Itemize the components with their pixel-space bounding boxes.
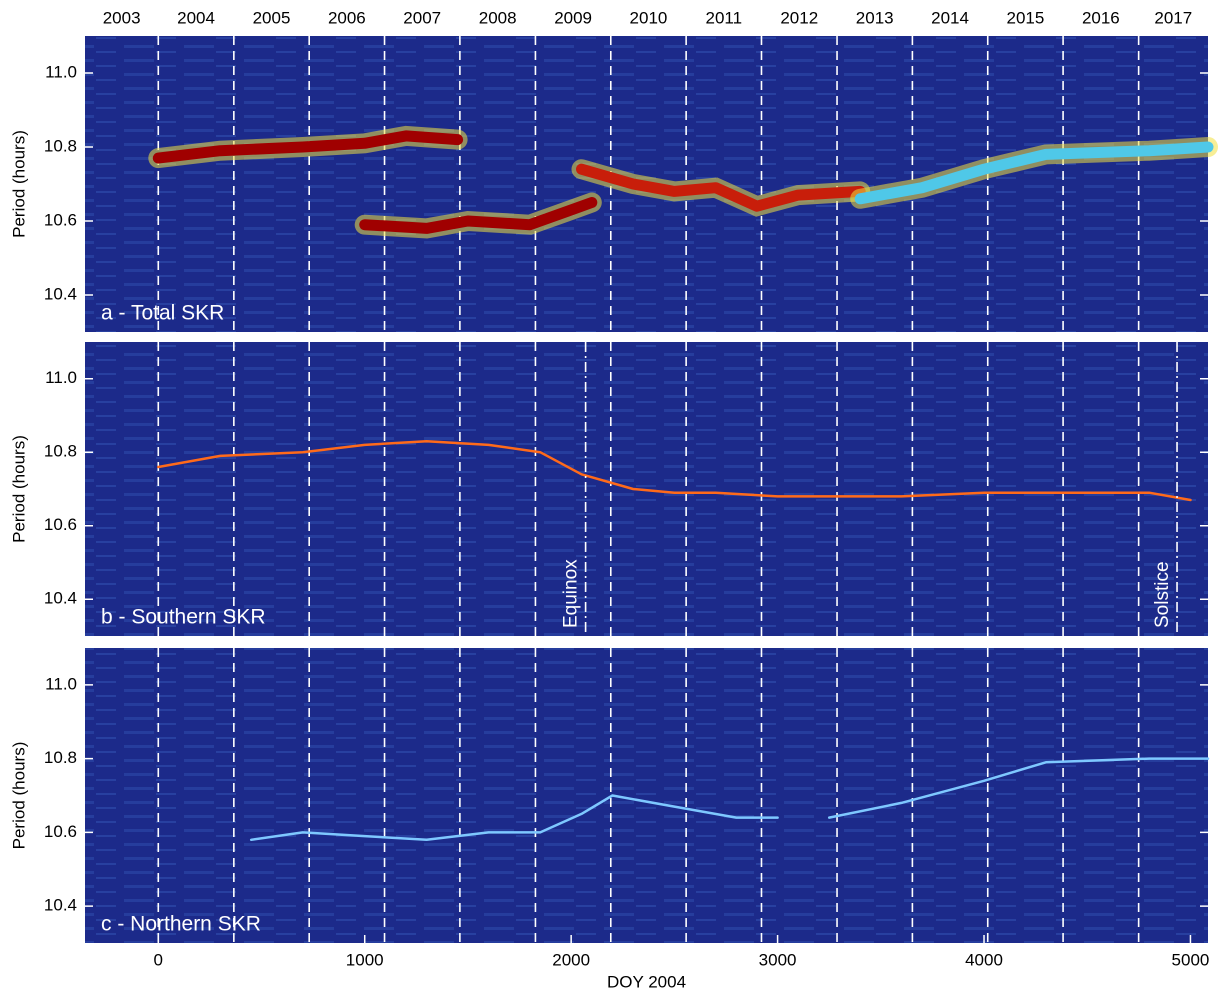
year-label: 2004 <box>177 8 215 27</box>
y-tick-label: 10.8 <box>44 136 77 155</box>
y-tick-label: 11.0 <box>45 368 77 387</box>
year-label: 2006 <box>328 8 366 27</box>
x-tick-label: 0 <box>154 950 163 969</box>
x-tick-label: 1000 <box>346 950 384 969</box>
y-tick-label: 10.4 <box>44 589 77 608</box>
event-label: Solstice <box>1152 561 1173 628</box>
panel-label: c - Northern SKR <box>101 913 261 936</box>
year-label: 2003 <box>103 8 141 27</box>
track <box>854 141 1214 205</box>
track <box>576 163 866 212</box>
panel-background <box>85 648 1208 943</box>
panel-label: a - Total SKR <box>101 302 224 325</box>
event-label: Equinox <box>561 559 582 628</box>
year-label: 2005 <box>253 8 291 27</box>
year-label: 2013 <box>856 8 894 27</box>
x-tick-label: 4000 <box>965 950 1003 969</box>
y-tick-label: 11.0 <box>45 674 77 693</box>
year-label: 2015 <box>1006 8 1044 27</box>
y-tick-label: 10.6 <box>44 210 77 229</box>
track <box>157 439 1192 502</box>
y-tick-label: 10.6 <box>44 822 77 841</box>
panel-label: b - Southern SKR <box>101 606 266 629</box>
y-tick-label: 10.6 <box>44 515 77 534</box>
x-tick-label: 2000 <box>552 950 590 969</box>
y-tick-label: 11.0 <box>45 62 77 81</box>
x-tick-label: 5000 <box>1172 950 1210 969</box>
x-tick-label: 3000 <box>759 950 797 969</box>
y-tick-label: 10.8 <box>44 442 77 461</box>
year-label: 2017 <box>1154 8 1192 27</box>
year-label: 2014 <box>931 8 969 27</box>
y-tick-label: 10.4 <box>44 284 77 303</box>
y-axis-label: Period (hours) <box>9 435 28 543</box>
x-axis-label: DOY 2004 <box>607 972 686 991</box>
y-axis-label: Period (hours) <box>9 130 28 238</box>
year-label: 2016 <box>1082 8 1120 27</box>
year-label: 2007 <box>403 8 441 27</box>
year-label: 2008 <box>479 8 517 27</box>
year-label: 2009 <box>554 8 592 27</box>
year-label: 2011 <box>706 8 743 27</box>
year-label: 2012 <box>780 8 818 27</box>
year-label: 2010 <box>630 8 668 27</box>
track <box>359 197 598 234</box>
track <box>249 757 1210 842</box>
y-tick-label: 10.4 <box>44 896 77 915</box>
y-axis-label: Period (hours) <box>9 742 28 850</box>
track <box>152 130 464 164</box>
y-tick-label: 10.8 <box>44 748 77 767</box>
